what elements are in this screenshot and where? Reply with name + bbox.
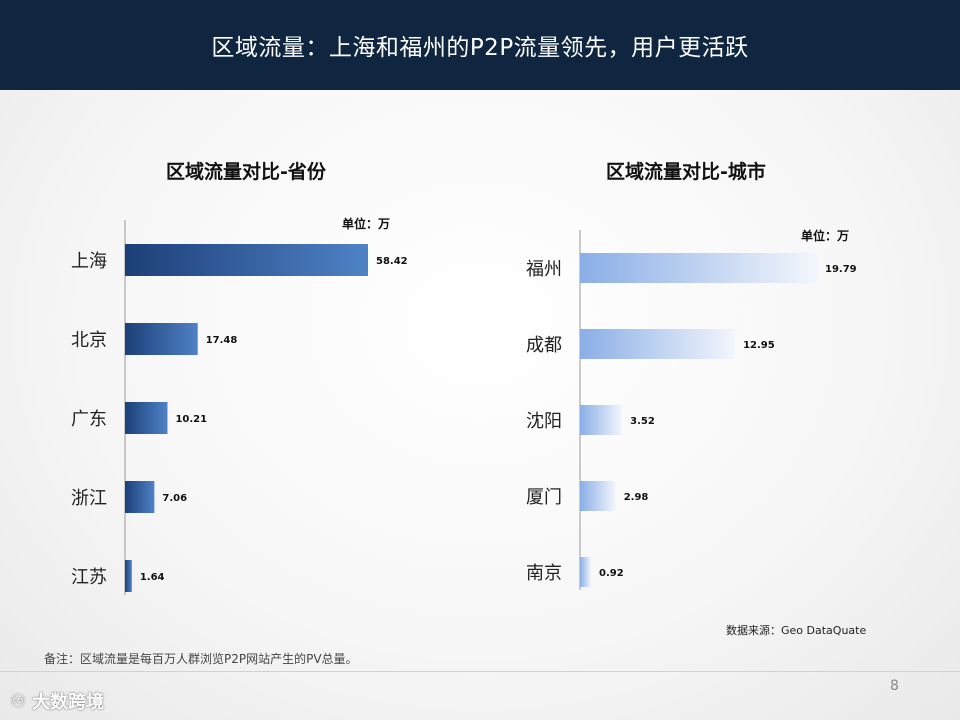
bar-浙江 bbox=[125, 481, 155, 513]
data-source: 数据来源：Geo DataQuate bbox=[726, 624, 867, 637]
1000-logo-icon: ♾ bbox=[10, 690, 27, 712]
value-label: 58.42 bbox=[376, 256, 408, 267]
header-banner: 区域流量：上海和福州的P2P流量领先，用户更活跃 bbox=[0, 0, 960, 90]
footnote: 备注：区域流量是每百万人群浏览P2P网站产生的PV总量。 bbox=[44, 652, 358, 666]
unit-label: 单位：万 bbox=[342, 216, 390, 231]
value-label: 3.52 bbox=[630, 416, 655, 427]
category-label: 福州 bbox=[526, 259, 562, 280]
bar-南京 bbox=[580, 557, 592, 587]
unit-label: 单位：万 bbox=[801, 228, 849, 243]
value-label: 17.48 bbox=[206, 335, 238, 346]
category-label: 南京 bbox=[526, 563, 562, 584]
bar-上海 bbox=[125, 244, 368, 276]
bar-北京 bbox=[125, 323, 198, 355]
value-label: 12.95 bbox=[743, 340, 775, 351]
bar-成都 bbox=[580, 329, 736, 359]
watermark: ♾ 大数跨境 bbox=[10, 688, 104, 714]
bar-江苏 bbox=[125, 560, 132, 592]
value-label: 0.92 bbox=[599, 568, 624, 579]
bar-厦门 bbox=[580, 481, 616, 511]
category-label: 厦门 bbox=[526, 487, 562, 508]
category-label: 江苏 bbox=[71, 567, 107, 588]
value-label: 10.21 bbox=[175, 414, 207, 425]
category-label: 北京 bbox=[71, 330, 107, 351]
page-number: 8 bbox=[890, 678, 899, 694]
bar-广东 bbox=[125, 402, 168, 434]
category-label: 沈阳 bbox=[526, 411, 562, 432]
category-label: 浙江 bbox=[71, 488, 107, 509]
bar-福州 bbox=[580, 253, 817, 283]
category-label: 广东 bbox=[71, 409, 107, 430]
city-chart-title: 区域流量对比-城市 bbox=[606, 161, 766, 183]
page-title: 区域流量：上海和福州的P2P流量领先，用户更活跃 bbox=[211, 35, 749, 61]
value-label: 7.06 bbox=[162, 493, 187, 504]
value-label: 1.64 bbox=[140, 572, 165, 583]
category-label: 上海 bbox=[71, 251, 107, 272]
value-label: 19.79 bbox=[825, 264, 857, 275]
province-chart-title: 区域流量对比-省份 bbox=[166, 161, 326, 183]
value-label: 2.98 bbox=[624, 492, 649, 503]
category-label: 成都 bbox=[526, 335, 562, 356]
bar-沈阳 bbox=[580, 405, 623, 435]
footer-divider bbox=[0, 671, 960, 672]
watermark-text: 大数跨境 bbox=[32, 692, 105, 713]
